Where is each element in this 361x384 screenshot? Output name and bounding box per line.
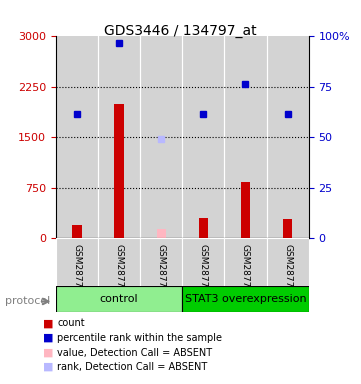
Bar (56, 36, 98, 238)
Bar (225, 238, 266, 286)
Text: GSM287731: GSM287731 (283, 244, 292, 299)
Text: protocol: protocol (5, 296, 51, 306)
Bar (56, 238, 98, 286)
Text: rank, Detection Call = ABSENT: rank, Detection Call = ABSENT (57, 362, 207, 372)
Bar (140, 238, 182, 286)
Bar (182, 286, 309, 312)
Bar (98, 238, 140, 286)
Text: GSM287727: GSM287727 (115, 244, 123, 299)
Bar (182, 238, 225, 286)
Text: percentile rank within the sample: percentile rank within the sample (57, 333, 222, 343)
Text: GDS3446 / 134797_at: GDS3446 / 134797_at (104, 24, 257, 38)
Bar (114, 104, 124, 238)
Text: ■: ■ (43, 362, 54, 372)
Text: control: control (100, 294, 138, 304)
Text: ■: ■ (43, 333, 54, 343)
Bar (283, 218, 292, 238)
Bar (182, 36, 225, 238)
Text: GSM287728: GSM287728 (157, 244, 166, 299)
Text: GSM287730: GSM287730 (241, 244, 250, 299)
Bar (72, 225, 82, 238)
Bar (56, 286, 182, 312)
Text: GSM287726: GSM287726 (73, 244, 82, 299)
Text: GSM287729: GSM287729 (199, 244, 208, 299)
Text: count: count (57, 318, 85, 328)
Bar (98, 36, 140, 238)
Text: ■: ■ (43, 318, 54, 328)
Bar (157, 229, 166, 238)
Bar (241, 182, 250, 238)
Bar (266, 36, 309, 238)
Bar (140, 36, 182, 238)
Text: value, Detection Call = ABSENT: value, Detection Call = ABSENT (57, 348, 212, 358)
Text: ■: ■ (43, 348, 54, 358)
Bar (199, 218, 208, 238)
Text: STAT3 overexpression: STAT3 overexpression (185, 294, 306, 304)
Bar (266, 238, 309, 286)
Bar (225, 36, 266, 238)
